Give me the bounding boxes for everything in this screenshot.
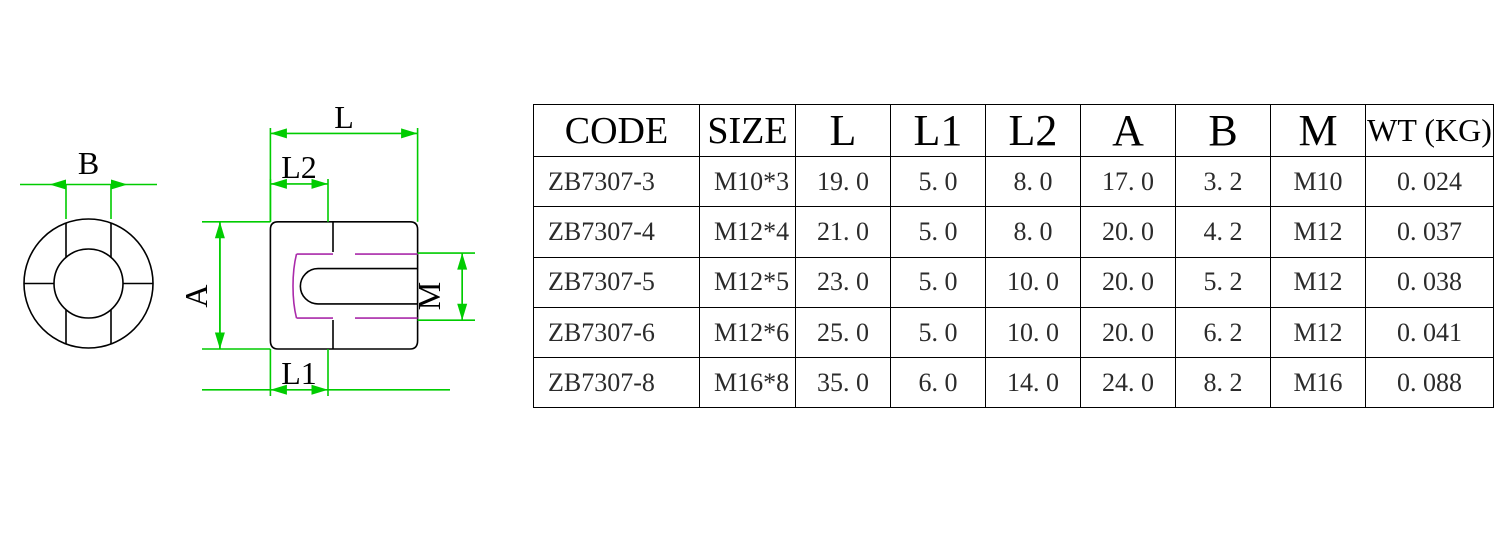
svg-text:L: L xyxy=(334,99,354,135)
svg-text:L2: L2 xyxy=(281,149,317,185)
svg-text:B: B xyxy=(78,145,99,181)
svg-text:A: A xyxy=(178,284,214,307)
svg-text:M: M xyxy=(411,282,447,310)
svg-text:L1: L1 xyxy=(281,355,317,391)
